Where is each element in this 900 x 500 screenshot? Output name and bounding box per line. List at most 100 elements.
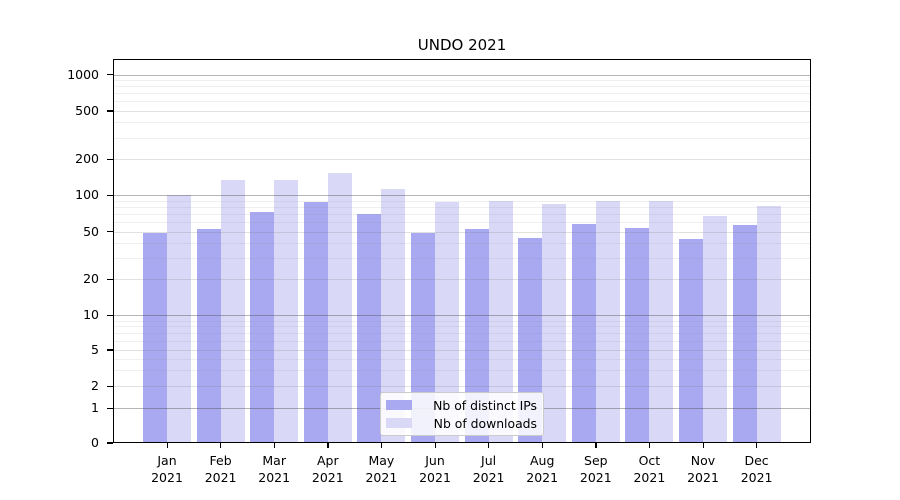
y-axis-tick [107, 158, 113, 160]
minor-gridline [113, 137, 811, 139]
minor-gridline [113, 320, 811, 322]
gridline-2 [113, 386, 811, 387]
bar-distinct-ips [732, 224, 757, 443]
x-axis-tick [380, 443, 383, 448]
bar-downloads [756, 205, 781, 443]
bar-downloads [327, 173, 352, 443]
legend-swatch-downloads-icon [386, 418, 412, 428]
y-tick-label: 500 [75, 102, 99, 118]
y-axis-tick [107, 385, 113, 387]
x-axis-tick [273, 443, 276, 448]
x-tick-label: Jun 2021 [419, 453, 451, 485]
legend-label-distinct-ips: Nb of distinct IPs [433, 397, 537, 413]
bar-downloads [542, 203, 567, 443]
x-axis-tick [541, 443, 544, 448]
y-axis-tick [107, 110, 113, 112]
minor-gridline [113, 213, 811, 215]
minor-gridline [113, 206, 811, 208]
bar-downloads [703, 216, 727, 443]
minor-gridline [113, 221, 811, 223]
bar-distinct-ips [679, 239, 703, 443]
x-tick-label: Sep 2021 [579, 453, 612, 485]
minor-gridline [113, 86, 811, 88]
legend-item-distinct-ips: Nb of distinct IPs [386, 398, 537, 413]
chart-title: UNDO 2021 [417, 36, 507, 54]
y-tick-label: 20 [83, 271, 99, 286]
gridline-20 [113, 279, 811, 280]
x-tick-label: Oct 2021 [633, 453, 666, 485]
y-axis-tick [107, 314, 113, 317]
x-axis-tick [327, 443, 329, 448]
y-tick-label: 1 [91, 400, 99, 415]
x-tick-label: Apr 2021 [311, 453, 344, 485]
x-tick-label: Jul 2021 [472, 453, 505, 485]
y-axis-tick [107, 74, 113, 76]
bar-downloads [167, 195, 191, 443]
x-tick-label: Dec 2021 [740, 453, 773, 485]
x-axis-tick [488, 443, 490, 448]
gridline-500 [113, 110, 811, 112]
minor-gridline [113, 358, 811, 360]
x-tick-label: Aug 2021 [526, 453, 559, 485]
x-axis-tick [166, 443, 168, 448]
y-axis-tick [107, 442, 113, 444]
y-tick-label: 5 [91, 341, 99, 357]
bar-downloads [220, 179, 245, 443]
bar-distinct-ips [196, 229, 221, 443]
legend-item-downloads: Nb of downloads [386, 416, 537, 431]
minor-gridline [113, 243, 811, 245]
bar-distinct-ips [250, 212, 275, 443]
x-tick-label: Mar 2021 [258, 453, 291, 485]
minor-gridline [113, 333, 811, 335]
x-axis-tick [595, 443, 597, 448]
y-tick-label: 50 [83, 223, 99, 239]
x-axis-tick [220, 443, 222, 448]
bar-distinct-ips [143, 232, 167, 443]
minor-gridline [113, 122, 811, 124]
minor-gridline [113, 369, 811, 371]
x-tick-label: Nov 2021 [687, 453, 719, 485]
x-tick-label: Feb 2021 [204, 453, 237, 485]
y-axis-tick [107, 349, 113, 351]
bar-distinct-ips [357, 213, 382, 443]
x-tick-label: Jan 2021 [151, 453, 183, 485]
legend-swatch-distinct-ips-icon [386, 400, 412, 410]
gridline-50 [113, 231, 811, 233]
legend: Nb of distinct IPs Nb of downloads [380, 392, 544, 436]
x-axis-tick [756, 443, 758, 448]
x-axis-tick [702, 443, 704, 448]
x-axis-tick [434, 443, 436, 448]
gridline-10 [113, 315, 811, 317]
bar-downloads [274, 179, 299, 443]
gridline-5 [113, 349, 811, 351]
bar-distinct-ips [571, 223, 596, 443]
y-axis-tick [107, 407, 113, 409]
minor-gridline [113, 326, 811, 328]
legend-label-downloads: Nb of downloads [433, 415, 537, 431]
y-tick-label: 10 [83, 307, 99, 323]
y-tick-label: 2 [91, 378, 99, 393]
gridline-200 [113, 159, 811, 160]
minor-gridline [113, 93, 811, 95]
minor-gridline [113, 340, 811, 342]
y-tick-label: 1000 [67, 66, 99, 82]
y-tick-label: 0 [91, 434, 99, 450]
gridline-1000 [113, 74, 811, 76]
gridline-100 [113, 195, 811, 197]
minor-gridline [113, 200, 811, 202]
bar-distinct-ips [303, 201, 328, 443]
minor-gridline [113, 257, 811, 259]
plot-area: 0 1 2 5 10 20 50 100 200 500 1000 Jan 2021 Feb 2021 Mar… [67, 59, 811, 485]
y-axis-tick [107, 231, 113, 233]
y-tick-label: 200 [75, 151, 99, 166]
minor-gridline [113, 101, 811, 103]
minor-gridline [113, 80, 811, 81]
x-tick-label: May 2021 [365, 453, 398, 485]
y-tick-label: 100 [75, 187, 99, 203]
bar-downloads [649, 201, 674, 443]
x-axis-tick [648, 443, 651, 448]
y-axis-tick [107, 278, 113, 280]
y-axis-tick [107, 194, 113, 197]
bar-downloads [595, 200, 620, 443]
